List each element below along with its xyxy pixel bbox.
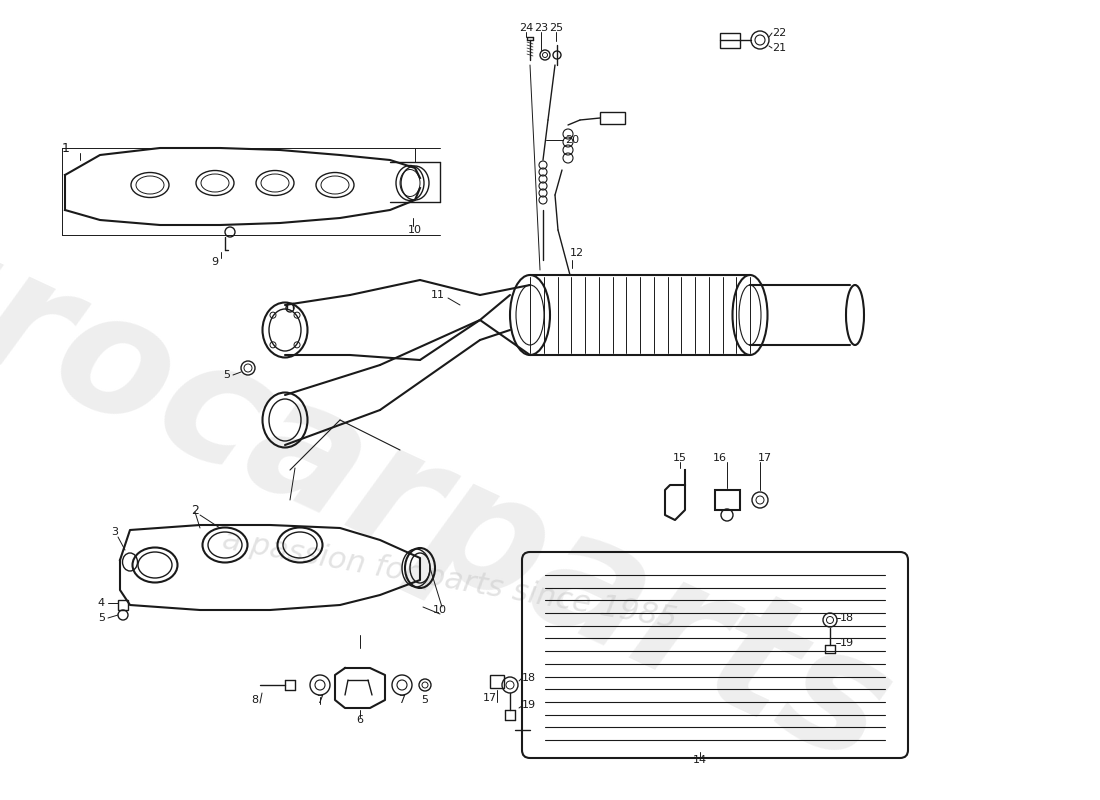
Text: 5: 5 bbox=[98, 613, 104, 623]
Text: 16: 16 bbox=[713, 453, 727, 463]
Text: 3: 3 bbox=[111, 527, 119, 537]
Text: 21: 21 bbox=[772, 43, 786, 53]
Text: 1: 1 bbox=[62, 142, 70, 154]
Text: 12: 12 bbox=[570, 248, 584, 258]
Text: 17: 17 bbox=[483, 693, 497, 703]
Text: 2: 2 bbox=[191, 503, 199, 517]
Text: 23: 23 bbox=[534, 23, 548, 33]
Text: 10: 10 bbox=[433, 605, 447, 615]
Text: 25: 25 bbox=[549, 23, 563, 33]
Text: 17: 17 bbox=[758, 453, 772, 463]
Text: 7: 7 bbox=[398, 695, 406, 705]
Text: 18: 18 bbox=[522, 673, 536, 683]
Text: 19: 19 bbox=[522, 700, 536, 710]
Text: 4: 4 bbox=[98, 598, 104, 608]
Text: a passion for parts since 1985: a passion for parts since 1985 bbox=[220, 526, 680, 634]
Text: 8: 8 bbox=[252, 695, 258, 705]
Text: 9: 9 bbox=[211, 257, 219, 267]
Text: eurocarparts: eurocarparts bbox=[0, 139, 915, 800]
Text: 18: 18 bbox=[840, 613, 854, 623]
Text: 24: 24 bbox=[519, 23, 534, 33]
Text: 11: 11 bbox=[431, 290, 446, 300]
Text: 10: 10 bbox=[408, 225, 422, 235]
Text: 5: 5 bbox=[223, 370, 230, 380]
Text: 22: 22 bbox=[772, 28, 786, 38]
Text: 15: 15 bbox=[673, 453, 688, 463]
Text: 5: 5 bbox=[421, 695, 429, 705]
Text: 19: 19 bbox=[840, 638, 854, 648]
Text: 14: 14 bbox=[693, 755, 707, 765]
Text: 7: 7 bbox=[317, 695, 323, 705]
Text: 6: 6 bbox=[356, 715, 363, 725]
Text: 20: 20 bbox=[565, 135, 579, 145]
